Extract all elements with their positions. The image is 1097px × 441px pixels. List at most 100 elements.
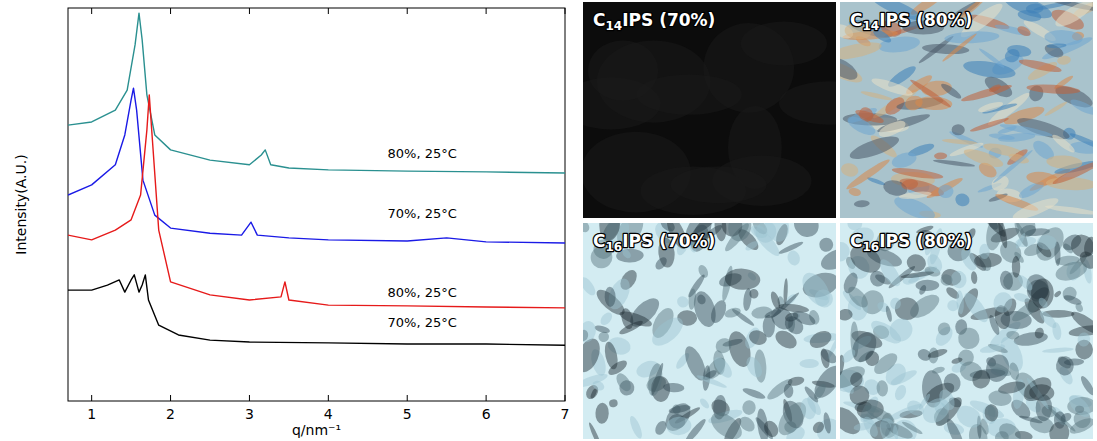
image-texture	[583, 275, 598, 298]
image-texture	[591, 379, 606, 392]
image-texture	[905, 252, 928, 274]
image-texture	[613, 371, 633, 394]
series-group	[68, 13, 565, 345]
image-texture	[742, 288, 752, 312]
image-texture	[891, 166, 944, 181]
image-texture	[840, 347, 858, 365]
image-texture	[960, 289, 992, 325]
saxs-curve	[68, 95, 565, 308]
image-texture	[854, 200, 870, 208]
title-part: C	[593, 10, 605, 30]
image-texture	[587, 422, 603, 439]
image-texture	[688, 288, 697, 310]
image-texture	[741, 22, 827, 66]
image-texture	[789, 223, 824, 242]
image-texture	[787, 375, 805, 387]
image-texture	[1046, 155, 1083, 170]
x-tick	[486, 395, 487, 401]
x-tick	[170, 395, 171, 401]
x-tick-top	[565, 8, 566, 14]
image-texture	[660, 399, 695, 436]
x-tick	[407, 395, 408, 401]
image-texture	[653, 255, 669, 271]
image-texture	[781, 313, 807, 338]
micrograph-image	[840, 223, 1093, 439]
image-texture	[1026, 83, 1080, 95]
x-tick-top	[91, 8, 92, 14]
image-texture	[845, 283, 872, 311]
image-texture	[1003, 47, 1022, 65]
image-texture	[811, 419, 827, 435]
x-tick	[565, 395, 566, 401]
image-texture	[939, 81, 963, 101]
image-texture	[987, 223, 1000, 231]
image-texture	[940, 274, 953, 286]
title-part: C	[593, 231, 605, 251]
image-texture	[1053, 258, 1089, 284]
saxs-curve	[68, 275, 565, 345]
image-texture	[604, 275, 634, 312]
image-texture	[666, 416, 692, 436]
image-texture	[1042, 347, 1074, 354]
image-texture	[931, 366, 945, 375]
image-texture	[646, 362, 665, 397]
x-tick-label: 4	[324, 406, 333, 422]
image-texture	[840, 362, 868, 393]
image-texture	[898, 175, 946, 200]
image-texture	[708, 298, 729, 325]
title-subscript: 14	[862, 19, 879, 33]
x-tick-top	[486, 8, 487, 14]
curve-label: 80%, 25°C	[388, 146, 457, 161]
saxs-curve	[68, 88, 565, 243]
image-texture	[744, 239, 760, 252]
image-texture	[713, 223, 727, 242]
micrograph-panel: C16IPS (80%)	[827, 208, 1097, 441]
image-texture	[713, 335, 735, 356]
image-texture	[583, 319, 598, 344]
image-texture	[1069, 97, 1093, 118]
image-texture	[706, 407, 746, 439]
image-texture	[871, 349, 901, 378]
image-texture	[799, 396, 818, 420]
image-texture	[893, 383, 908, 402]
x-tick-label: 3	[245, 406, 254, 422]
x-tick-label: 2	[166, 406, 175, 422]
image-texture	[608, 399, 618, 408]
title-part: IPS (70%)	[622, 231, 715, 251]
image-texture	[1016, 24, 1032, 38]
image-texture	[952, 124, 965, 135]
image-texture	[818, 346, 836, 366]
image-texture	[994, 430, 1010, 439]
image-texture	[769, 290, 782, 310]
image-texture	[1037, 296, 1050, 309]
image-texture	[598, 310, 614, 327]
image-texture	[957, 327, 980, 350]
image-texture	[849, 371, 865, 388]
micrograph-image	[840, 2, 1093, 218]
image-texture	[997, 125, 1018, 136]
image-texture	[583, 223, 592, 234]
plot-frame	[68, 8, 565, 401]
image-texture	[889, 368, 919, 388]
image-texture	[696, 373, 728, 389]
title-part: IPS (80%)	[879, 231, 972, 251]
image-texture	[979, 342, 1006, 354]
x-tick-label: 7	[561, 406, 570, 422]
image-texture	[671, 167, 767, 204]
image-texture	[1014, 232, 1026, 250]
image-texture	[969, 367, 994, 392]
image-texture	[933, 158, 975, 168]
image-texture	[840, 39, 883, 63]
image-texture	[847, 328, 881, 366]
image-texture	[822, 412, 832, 434]
image-texture	[807, 328, 834, 352]
title-part: IPS (70%)	[622, 10, 715, 30]
figure: 1234567q/nm⁻¹Intensity(A.U.)80%, 25°C70%…	[0, 0, 1097, 441]
image-texture	[1016, 273, 1035, 293]
image-texture	[1017, 9, 1042, 23]
image-texture	[999, 270, 1015, 291]
micrograph-panel: C 14 IPS (70%)	[562, 2, 879, 218]
image-texture	[988, 83, 1002, 93]
image-texture	[1044, 100, 1069, 117]
image-texture	[1018, 57, 1063, 75]
